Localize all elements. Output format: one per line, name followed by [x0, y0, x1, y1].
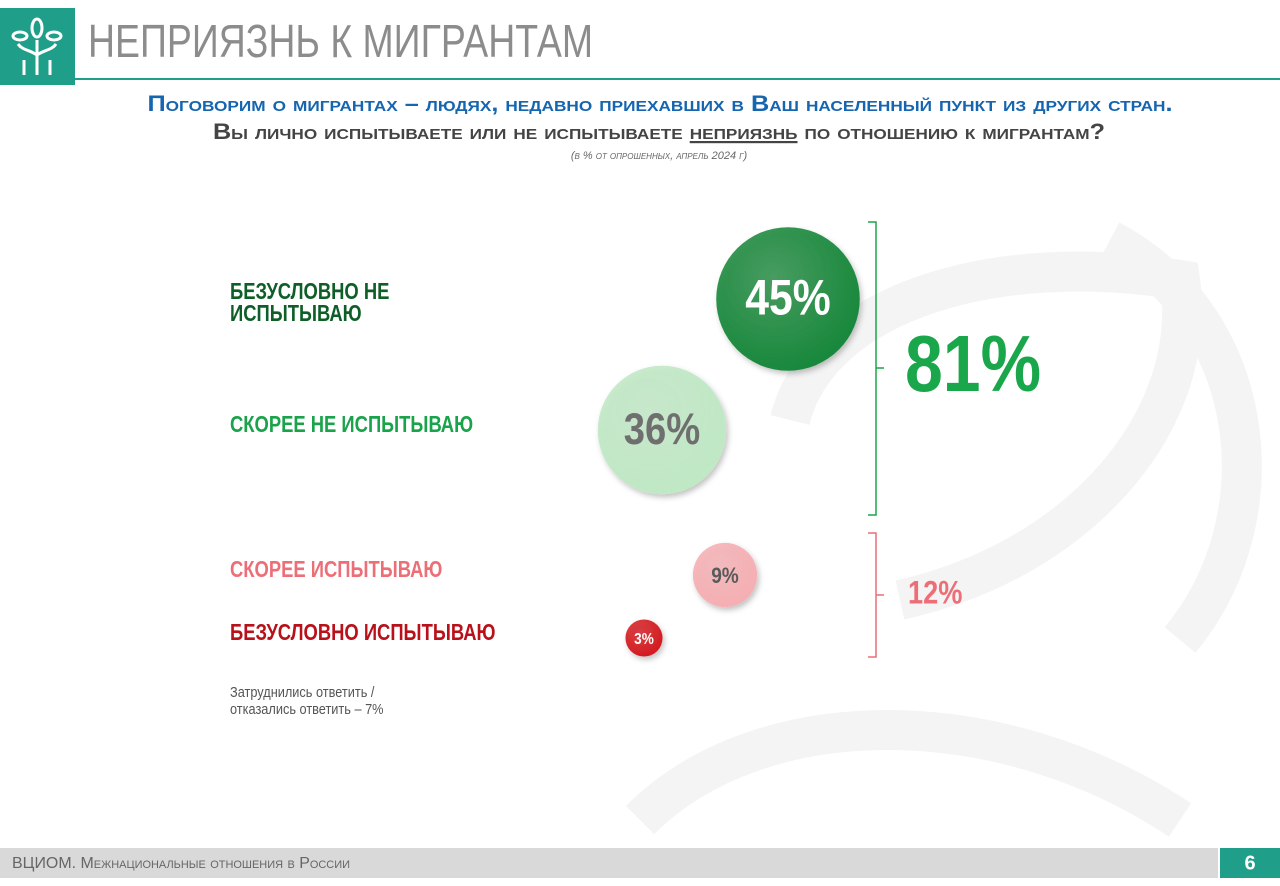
category-label: СКОРЕЕ ИСПЫТЫВАЮ — [230, 556, 443, 582]
bubble — [625, 619, 663, 657]
category-label: БЕЗУСЛОВНО НЕ ИСПЫТЫВАЮ — [230, 278, 390, 326]
bubble-label: 36% — [624, 403, 700, 454]
group-bracket — [868, 532, 884, 658]
question: Поговорим о мигрантах – людях, недавно п… — [148, 91, 1173, 116]
category-label: СКОРЕЕ НЕ ИСПЫТЫВАЮ — [230, 411, 474, 437]
footer-bar — [0, 848, 1218, 878]
bubble-label: 9% — [711, 564, 739, 589]
footer-text: ВЦИОМ. Межнациональные отношения в Росси… — [12, 855, 350, 872]
question-part: по отношению к мигрантам? — [798, 119, 1105, 144]
slide-title: НЕПРИЯЗНЬ К МИГРАНТАМ — [88, 15, 593, 67]
bubble — [597, 365, 727, 495]
bubble-label: 45% — [745, 269, 830, 325]
chart-note: (в % от опрошенных, апрель 2024 г) — [571, 150, 748, 162]
bubble — [692, 542, 758, 608]
note-line: отказались ответить – 7% — [230, 701, 384, 718]
group-bracket — [868, 221, 884, 516]
question-part: Вы лично испытываете или не испытываете — [213, 119, 690, 144]
question-emphasis: неприязнь — [690, 119, 798, 144]
logo-tree — [11, 17, 63, 75]
group-total: 12% — [908, 575, 962, 611]
bubble — [716, 227, 860, 371]
question-line: Вы лично испытываете или не испытываете … — [213, 119, 1105, 144]
group-total: 81% — [905, 319, 1041, 408]
background-leaf — [625, 222, 1262, 837]
bubble-label: 3% — [634, 631, 654, 648]
note-line: Затруднились ответить / — [230, 684, 375, 701]
page-number: 6 — [1244, 852, 1255, 874]
category-label: БЕЗУСЛОВНО ИСПЫТЫВАЮ — [230, 619, 496, 645]
note: Затруднились ответить / отказались ответ… — [230, 684, 384, 718]
page-box — [1220, 848, 1280, 878]
